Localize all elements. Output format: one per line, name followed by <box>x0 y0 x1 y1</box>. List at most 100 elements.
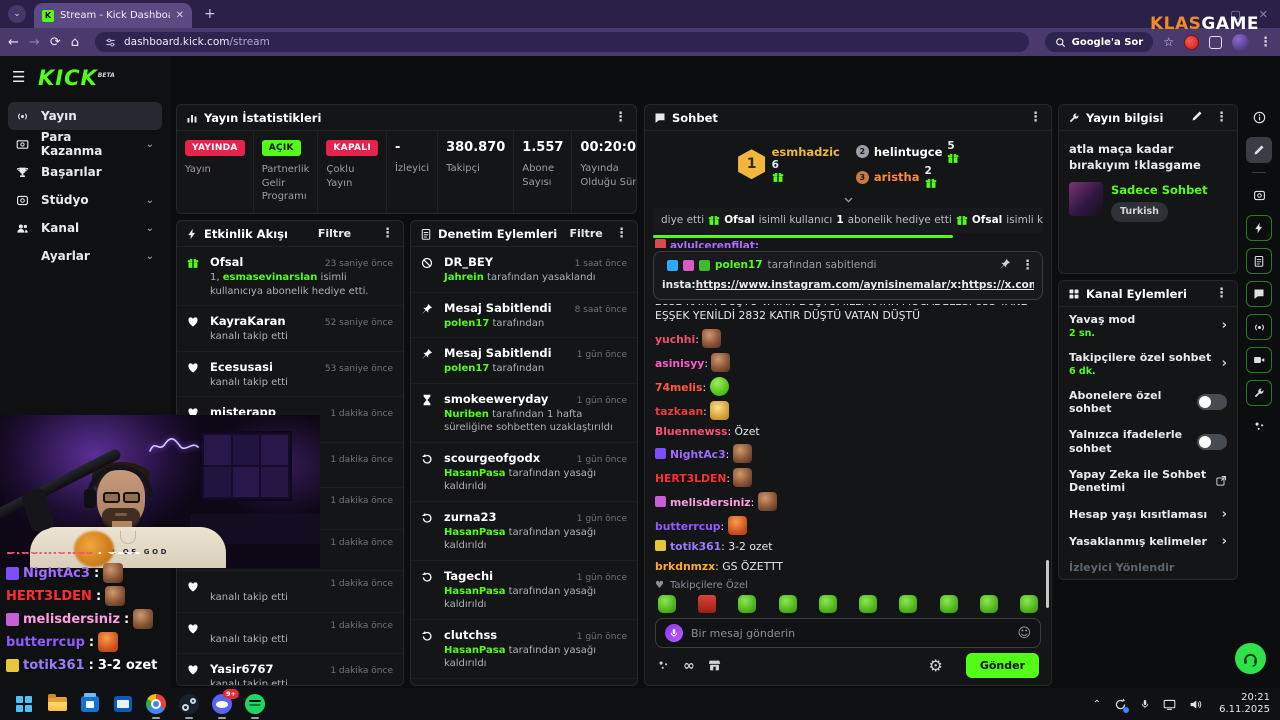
maximize-icon[interactable]: ▢ <box>1230 7 1241 21</box>
feed-item[interactable]: Ofsal 23 saniye önce 1, esmasevinarslan is… <box>177 247 403 306</box>
leaderboard-rank-2[interactable]: 2 helintugce 5 <box>855 140 960 164</box>
quick-emote-love[interactable] <box>1019 595 1038 613</box>
feed-item[interactable]: zurna23 1 gün önce HasanPasa tarafından ya… <box>411 502 637 561</box>
chat-scrollbar[interactable] <box>1046 560 1049 608</box>
url-bar[interactable]: dashboard.kick.com/stream <box>94 32 1029 52</box>
action-row-yaln-zca-ifadelerle-sohbet[interactable]: Yalnızca ifadelerle sohbet <box>1059 422 1237 462</box>
bookmark-star-icon[interactable]: ☆ <box>1163 35 1174 49</box>
tool-dots[interactable] <box>1246 413 1272 439</box>
quick-emote-monkey[interactable] <box>939 595 958 613</box>
extensions-puzzle-icon[interactable] <box>1209 35 1222 49</box>
site-settings-icon[interactable] <box>105 37 116 48</box>
action-row-yapay-zeka-ile-sohbet-denetimi[interactable]: Yapay Zeka ile Sohbet Denetimi <box>1059 462 1237 502</box>
feed-item[interactable]: 1 dakika önce kanalı takip etti <box>177 613 403 654</box>
browser-profile-avatar[interactable] <box>1232 33 1249 51</box>
chat-settings-gear-icon[interactable]: ⚙ <box>928 656 943 675</box>
sidebar-item-ayarlar[interactable]: Ayarlar ⌄ <box>8 242 162 270</box>
identity-dots-icon[interactable] <box>657 659 670 672</box>
chat-username[interactable]: tazkaan <box>655 404 704 418</box>
link-infinity-icon[interactable]: ∞ <box>683 657 695 674</box>
info-menu-icon[interactable]: ⋮ <box>1215 110 1228 125</box>
tool-wrench[interactable] <box>1246 380 1272 406</box>
taskbar-discord-icon[interactable]: 9+ <box>210 689 239 719</box>
chat-username[interactable]: Bluennewss <box>655 424 728 438</box>
pinned-link-x[interactable]: https://x.com/aynisinemalar/ <box>961 279 1034 291</box>
taskbar-steam-icon[interactable] <box>177 692 201 719</box>
action-row-abonelere-zel-sohbet[interactable]: Abonelere özel sohbet <box>1059 383 1237 423</box>
quick-emote-face[interactable] <box>899 595 918 613</box>
feed-item[interactable]: Ecesusasi 53 saniye önce kanalı takip etti <box>177 352 403 397</box>
feed-item[interactable]: KayraKaran 52 saniye önce kanalı takip ett… <box>177 306 403 352</box>
chat-username[interactable]: melisdersiniz <box>23 611 121 627</box>
home-icon[interactable]: ⌂ <box>70 34 79 50</box>
chat-username[interactable]: totik361 <box>23 657 85 673</box>
action-row-i-zleyici-y-nlendir[interactable]: İzleyici Yönlendir <box>1059 555 1237 579</box>
chat-username[interactable]: brkdnmzx <box>655 559 716 573</box>
chat-username[interactable]: butterrcup <box>6 634 85 650</box>
quick-emote-face[interactable] <box>738 595 757 613</box>
tray-mic-icon[interactable] <box>1140 699 1150 709</box>
chat-username[interactable]: melisdersiniz <box>670 496 751 510</box>
feed-item[interactable]: Mesaj Sabitlendi 8 saat önce polen17 taraf… <box>411 293 637 338</box>
browser-tab[interactable]: K Stream - Kick Dashboard ✕ <box>34 3 192 28</box>
chat-username[interactable]: butterrcup <box>655 520 721 534</box>
category-name[interactable]: Sadece Sohbet <box>1111 183 1208 198</box>
sidebar-item-para-kazanma[interactable]: Para Kazanma ⌄ <box>8 130 162 158</box>
moderation-filter-button[interactable]: Filtre <box>569 227 603 240</box>
collapse-chevron-icon[interactable] <box>843 194 854 205</box>
moderation-menu-icon[interactable]: ⋮ <box>615 226 628 241</box>
new-tab-button[interactable]: + <box>204 6 216 22</box>
feed-item[interactable]: 1 dakika önce kanalı takip etti <box>177 571 403 613</box>
tab-close-icon[interactable]: ✕ <box>175 10 184 21</box>
quick-emote-red[interactable] <box>698 595 717 613</box>
feed-item[interactable]: DR_BEY 1 saat önce Jahrein tarafından yasa… <box>411 247 637 293</box>
send-button[interactable]: Gönder <box>965 653 1039 678</box>
chat-username[interactable]: NightAc3 <box>670 448 726 462</box>
feed-item[interactable]: Tagechi 1 gün önce HasanPasa tarafından ya… <box>411 561 637 620</box>
toggle-switch[interactable] <box>1197 433 1227 450</box>
tray-network-icon[interactable] <box>1163 698 1176 711</box>
chat-menu-icon[interactable]: ⋮ <box>1029 110 1042 125</box>
chat-username[interactable]: totik361 <box>670 540 722 554</box>
taskbar-spotify-icon[interactable] <box>243 692 267 719</box>
leaderboard-rank-3[interactable]: 3 aristha 2 <box>855 165 960 189</box>
pin-toggle-icon[interactable] <box>999 258 1011 273</box>
sidebar-item-kanal[interactable]: Kanal ⌄ <box>8 214 162 242</box>
extension-adblock-icon[interactable] <box>1184 34 1199 50</box>
quick-emote-face[interactable] <box>778 595 797 613</box>
actions-menu-icon[interactable]: ⋮ <box>1215 286 1228 301</box>
taskbar-outlook-icon[interactable] <box>111 692 135 716</box>
pinned-message[interactable]: polen17 tarafından sabitlendi ⋮ insta: h… <box>653 250 1043 300</box>
quick-emote-wink[interactable] <box>979 595 998 613</box>
emoji-picker-icon[interactable]: ☺ <box>1017 625 1031 641</box>
feed-item[interactable]: clutchss 1 gün önce HasanPasa tarafından y… <box>411 620 637 679</box>
chat-username[interactable]: Bluennewss <box>6 552 93 558</box>
tray-chevron-icon[interactable]: ⌃ <box>1092 698 1102 710</box>
tool-video[interactable] <box>1246 347 1272 373</box>
tool-broadcast[interactable] <box>1246 314 1272 340</box>
tool-lightning[interactable] <box>1246 215 1272 241</box>
sidebar-item-stüdyo[interactable]: Stüdyo ⌄ <box>8 186 162 214</box>
tab-search-chevron-icon[interactable]: ⌄ <box>8 5 26 23</box>
forward-icon[interactable]: → <box>28 34 40 50</box>
taskbar-start-icon[interactable] <box>12 692 36 716</box>
shop-icon[interactable] <box>708 659 721 672</box>
chat-username[interactable]: yuchhi <box>655 332 696 346</box>
feed-item[interactable]: scourgeofgodx 1 gün önce HasanPasa tarafın… <box>411 443 637 502</box>
mic-icon[interactable] <box>665 624 683 642</box>
window-controls[interactable]: ▢ ✕ <box>1230 8 1268 21</box>
taskbar-store-icon[interactable] <box>78 692 102 716</box>
pinned-link-instagram[interactable]: https://www.instagram.com/aynisinemalar/ <box>695 279 951 291</box>
tool-pencil[interactable] <box>1246 137 1272 163</box>
google-lens-pill[interactable]: Google'a Sor <box>1044 32 1154 52</box>
edit-pencil-icon[interactable] <box>1191 110 1203 125</box>
tool-clipboard[interactable] <box>1246 248 1272 274</box>
taskbar-chrome-icon[interactable] <box>144 692 168 719</box>
taskbar-explorer-icon[interactable] <box>45 692 69 716</box>
sidebar-item-yayın[interactable]: Yayın <box>8 102 162 130</box>
tray-update-icon[interactable] <box>1114 698 1130 713</box>
chat-username[interactable]: asinisyy <box>655 356 705 370</box>
action-row-takip-ilere-zel-sohbet[interactable]: Takipçilere özel sohbet 6 dk. › <box>1059 345 1237 383</box>
taskbar-clock[interactable]: 20:21 6.11.2025 <box>1219 691 1270 716</box>
feed-item[interactable]: Yasir6767 1 dakika önce kanalı takip etti <box>177 654 403 685</box>
